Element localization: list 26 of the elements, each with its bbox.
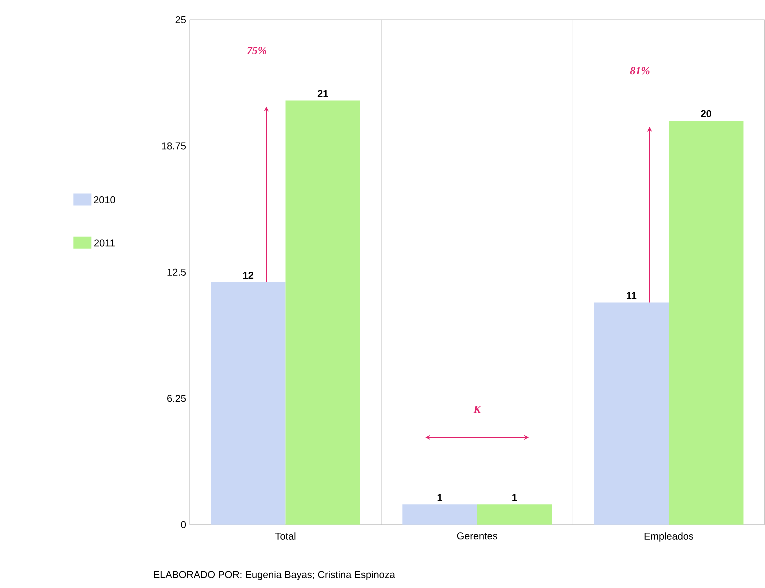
x-tick-label: Gerentes bbox=[457, 532, 498, 540]
y-tick-label: 0 bbox=[181, 521, 186, 528]
bar bbox=[477, 504, 552, 525]
y-tick-label: 18.75 bbox=[162, 142, 186, 150]
legend-label: 2010 bbox=[94, 196, 116, 204]
data-label: 1 bbox=[438, 494, 443, 502]
x-tick-label: Total bbox=[275, 532, 296, 540]
bar bbox=[402, 504, 478, 525]
bar bbox=[286, 100, 360, 525]
bar bbox=[211, 282, 286, 525]
legend-label: 2011 bbox=[94, 240, 115, 247]
y-tick-label: 6.25 bbox=[168, 395, 186, 402]
data-label: 12 bbox=[243, 272, 254, 280]
data-label: 11 bbox=[626, 292, 637, 300]
bar bbox=[668, 121, 744, 525]
annotation: K bbox=[474, 406, 482, 414]
annotation: 75% bbox=[247, 47, 266, 55]
data-label: 1 bbox=[512, 494, 518, 502]
y-tick-label: 12.5 bbox=[168, 268, 186, 276]
text: ELABORADO POR: Eugenia Bayas; Cristina Espinoza bbox=[154, 571, 396, 580]
x-tick-label: Empleados bbox=[644, 532, 694, 542]
y-tick-label: 25 bbox=[176, 16, 186, 24]
data-label: 20 bbox=[701, 110, 712, 118]
data-label: 21 bbox=[318, 90, 328, 98]
annotation: 81% bbox=[630, 67, 650, 75]
bar bbox=[594, 302, 669, 525]
